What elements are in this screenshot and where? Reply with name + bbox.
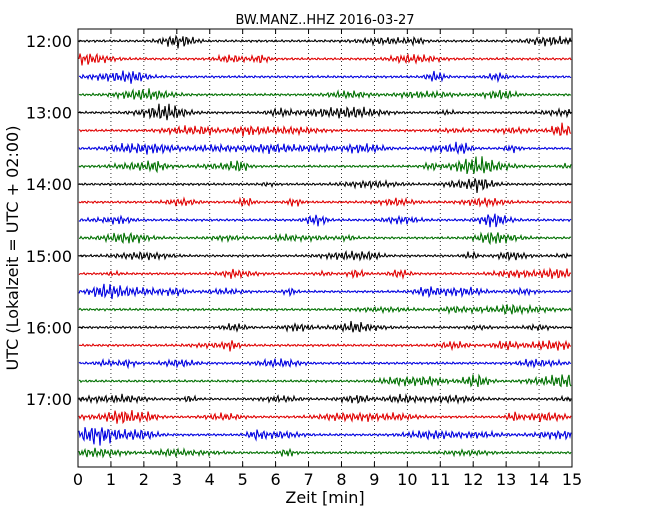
- seismic-trace-0: [78, 34, 572, 49]
- y-tick-label-4: 16:00: [26, 318, 72, 337]
- seismic-trace-10: [78, 213, 572, 228]
- x-tick-label-15: 15: [562, 470, 582, 489]
- y-tick-label-0: 12:00: [26, 32, 72, 51]
- seismic-trace-21: [78, 410, 572, 425]
- seismic-trace-16: [78, 320, 572, 333]
- x-tick-label-11: 11: [430, 470, 450, 489]
- y-tick-label-5: 17:00: [26, 390, 72, 409]
- seismic-trace-6: [78, 141, 572, 156]
- seismic-trace-15: [78, 303, 572, 316]
- x-tick-label-1: 1: [106, 470, 116, 489]
- seismic-trace-8: [78, 178, 572, 194]
- seismic-trace-5: [78, 122, 572, 137]
- seismic-trace-2: [78, 70, 572, 84]
- seismic-trace-22: [78, 427, 572, 446]
- chart-title: BW.MANZ..HHZ 2016-03-27: [235, 13, 414, 28]
- y-tick-label-3: 15:00: [26, 247, 72, 266]
- x-tick-label-8: 8: [336, 470, 346, 489]
- seismic-trace-12: [78, 250, 572, 262]
- plot-frame: [77, 28, 573, 468]
- seismic-trace-7: [78, 156, 572, 175]
- seismic-trace-3: [78, 88, 572, 101]
- seismic-trace-19: [78, 373, 572, 388]
- x-tick-label-14: 14: [529, 470, 549, 489]
- seismic-trace-1: [78, 52, 572, 66]
- seismic-trace-13: [78, 267, 572, 280]
- x-axis-label: Zeit [min]: [285, 488, 364, 507]
- seismic-trace-11: [78, 231, 572, 246]
- seismic-trace-17: [78, 339, 572, 352]
- trace-layer: [78, 34, 572, 459]
- x-tick-label-12: 12: [463, 470, 483, 489]
- seismic-trace-23: [78, 447, 572, 459]
- seismic-trace-9: [78, 196, 572, 209]
- x-tick-label-3: 3: [172, 470, 182, 489]
- seismic-trace-18: [78, 357, 572, 370]
- seismic-trace-20: [78, 393, 572, 405]
- seismic-trace-4: [78, 103, 572, 121]
- x-tick-label-6: 6: [271, 470, 281, 489]
- x-tick-label-7: 7: [303, 470, 313, 489]
- x-tick-label-9: 9: [369, 470, 379, 489]
- y-tick-label-1: 13:00: [26, 104, 72, 123]
- seismic-trace-14: [78, 283, 572, 300]
- x-tick-label-0: 0: [73, 470, 83, 489]
- tick-layer: 0 1 2 3 4 5 6 7 8 9 10 11 12 13 14 1512:0013:0014:0015:…: [26, 29, 582, 489]
- x-tick-label-5: 5: [238, 470, 248, 489]
- y-axis-label: UTC (Lokalzeit = UTC + 02:00): [3, 126, 22, 371]
- x-tick-label-4: 4: [205, 470, 215, 489]
- y-tick-label-2: 14:00: [26, 175, 72, 194]
- x-tick-label-2: 2: [139, 470, 149, 489]
- x-tick-label-13: 13: [496, 470, 516, 489]
- x-tick-label-10: 10: [397, 470, 417, 489]
